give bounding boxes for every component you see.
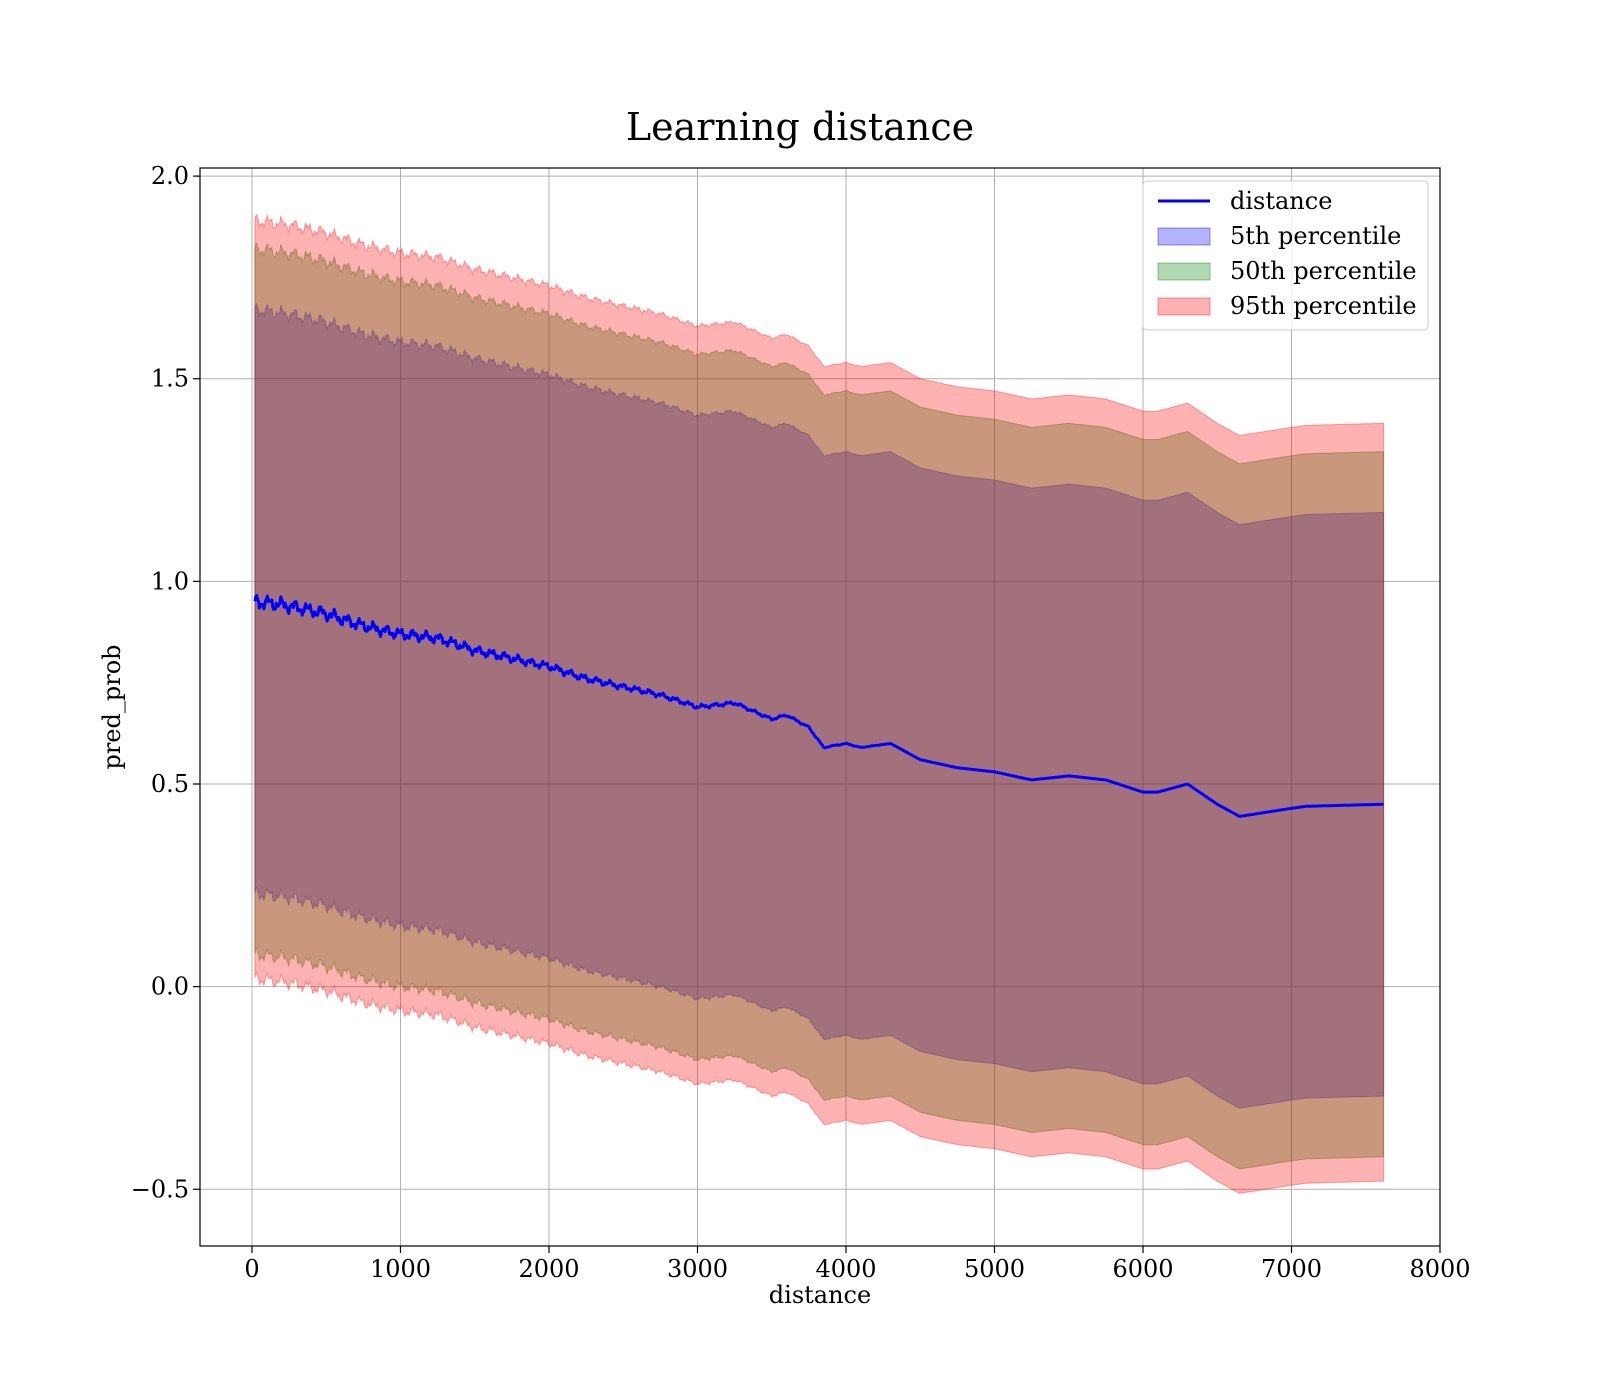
grid-lines xyxy=(200,168,1441,1246)
percentile-bands xyxy=(254,213,1385,1194)
y-axis-ticks: −0.5 0.0 0.5 1.0 1.5 2.0 xyxy=(131,162,200,1203)
series-line-distance xyxy=(253,594,1385,818)
band-95th-percentile xyxy=(254,213,1385,1194)
y-axis-label: pred_prob xyxy=(98,644,126,769)
band-50th-percentile xyxy=(254,241,1385,1170)
y-tick-label: 1.0 xyxy=(151,567,189,595)
y-tick-label: 0.5 xyxy=(151,770,189,798)
legend: distance 5th percentile 50th percentile 95t… xyxy=(1142,180,1429,331)
legend-swatch-band xyxy=(1157,227,1211,246)
chart-title: Learning distance xyxy=(626,105,974,149)
y-tick-label: 1.5 xyxy=(151,365,189,393)
x-tick-label: 0 xyxy=(244,1255,259,1283)
plot-background xyxy=(200,168,1440,1246)
legend-label: distance xyxy=(1230,187,1332,215)
plot-frame xyxy=(199,167,1441,1247)
legend-swatch-band xyxy=(1157,297,1211,316)
x-tick-label: 7000 xyxy=(1261,1255,1322,1283)
x-tick-label: 3000 xyxy=(667,1255,728,1283)
x-axis-ticks: 0 1000 2000 3000 4000 5000 6000 7000 8000 xyxy=(244,1246,1471,1283)
x-tick-label: 5000 xyxy=(964,1255,1025,1283)
legend-box xyxy=(1142,180,1429,331)
plot-area xyxy=(199,167,1441,1247)
band-5th-percentile xyxy=(254,302,1385,1109)
legend-swatch-band xyxy=(1157,262,1211,281)
x-axis-label: distance xyxy=(769,1281,871,1309)
legend-label: 50th percentile xyxy=(1230,257,1417,285)
x-tick-label: 1000 xyxy=(370,1255,431,1283)
legend-label: 5th percentile xyxy=(1230,222,1401,250)
x-tick-label: 4000 xyxy=(815,1255,876,1283)
legend-label: 95th percentile xyxy=(1230,292,1417,320)
distance-line-layer xyxy=(253,594,1385,818)
x-tick-label: 6000 xyxy=(1112,1255,1173,1283)
y-tick-label: 2.0 xyxy=(151,162,189,190)
x-tick-label: 8000 xyxy=(1409,1255,1470,1283)
y-tick-label: 0.0 xyxy=(151,973,189,1001)
legend-items: distance 5th percentile 50th percentile 95t… xyxy=(1157,187,1417,320)
x-tick-label: 2000 xyxy=(518,1255,579,1283)
y-tick-label: −0.5 xyxy=(131,1175,189,1203)
